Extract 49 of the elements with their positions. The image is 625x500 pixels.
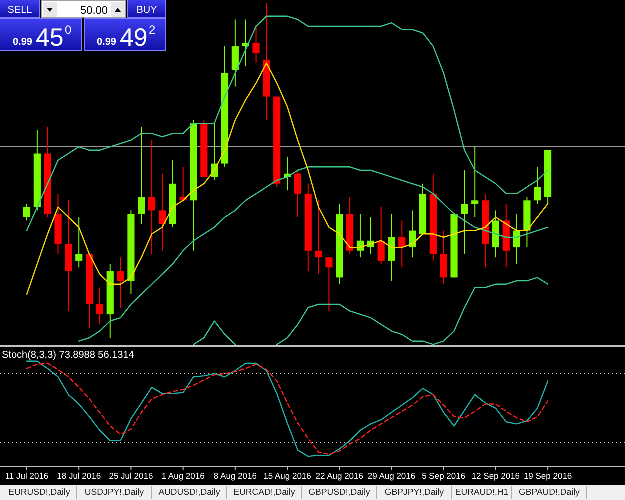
candlestick	[472, 146, 479, 218]
annotation: 0.99	[97, 37, 117, 48]
text: EURUSD!,Daily	[8, 487, 71, 497]
x-tick-label: 19 Sep 2016	[524, 471, 572, 481]
annotation: 0	[65, 23, 72, 37]
candlestick	[398, 220, 406, 268]
annotation: 49	[120, 24, 148, 52]
candlestick	[23, 204, 31, 222]
x-tick-label: 25 Jul 2016	[109, 471, 154, 481]
annotation: 45	[36, 24, 64, 52]
text: GBPJPY!,Daily	[384, 487, 445, 497]
x-tick-label: 15 Aug 2016	[264, 471, 312, 481]
candlestick	[326, 257, 333, 312]
annotation: 50.00	[80, 5, 108, 17]
candlestick	[148, 140, 156, 255]
chart-title: Stoch(8,3,3) 73.8988 56.1314	[2, 350, 135, 361]
candlestick	[461, 170, 468, 255]
candlestick	[513, 214, 520, 265]
text: GBPUSD!,Daily	[308, 487, 371, 497]
x-tick-label: 8 Aug 2016	[214, 471, 258, 481]
x-tick-label: 18 Jul 2016	[57, 471, 102, 481]
text: EURAUD!,H1	[455, 487, 509, 497]
annotation: BUY	[136, 5, 158, 16]
annotation: SELL	[8, 5, 33, 16]
x-tick-label: 11 Jul 2016	[5, 471, 49, 481]
x-tick-label: 5 Sep 2016	[422, 471, 466, 481]
annotation: 2	[149, 23, 156, 37]
candlestick	[315, 200, 322, 275]
candlestick	[388, 214, 396, 282]
x-tick-label: 29 Aug 2016	[368, 471, 416, 481]
candlestick	[294, 170, 302, 218]
x-tick-label: 12 Sep 2016	[472, 471, 520, 481]
candlestick	[534, 166, 542, 204]
x-tick-label: 1 Aug 2016	[162, 471, 206, 481]
candlestick	[138, 126, 146, 225]
candlestick	[96, 287, 104, 326]
x-tick-label: 22 Aug 2016	[316, 471, 364, 481]
candlestick	[76, 216, 83, 268]
candlestick	[158, 173, 166, 252]
text: EURCAD!,Daily	[234, 487, 296, 497]
text: AUDUSD!,Daily	[158, 487, 221, 497]
annotation: 0.99	[13, 37, 33, 48]
candlestick	[117, 257, 124, 308]
candlestick	[232, 19, 239, 88]
text: GBPAUD!,Daily	[519, 487, 581, 497]
candlestick	[378, 206, 385, 265]
candlestick	[440, 230, 448, 285]
text: USDJPY!,Daily	[84, 487, 145, 497]
candlestick	[252, 26, 260, 64]
